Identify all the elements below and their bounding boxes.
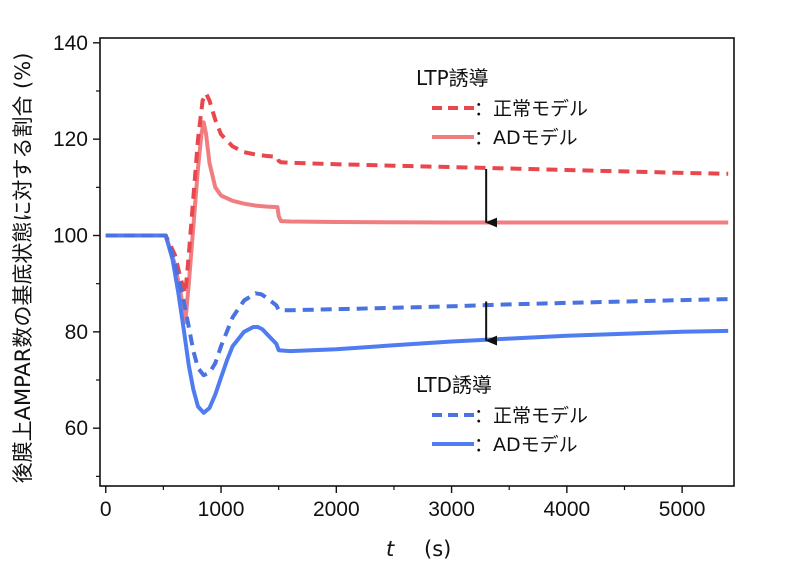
x-axis-ticks: 0 1000 2000 3000 4000 5000 (100, 486, 706, 521)
series-line-3 (105, 233, 729, 415)
legend-ltp-normal-label: ：正常モデル (474, 98, 588, 120)
series-line-0 (105, 91, 729, 296)
legend-ltd-normal-label: ：正常モデル (474, 405, 588, 427)
y-tick-label: 60 (65, 417, 88, 440)
series-line-2 (105, 233, 729, 378)
legend-ltp: LTP誘導 ：正常モデル ：ADモデル (416, 66, 588, 149)
x-tick-label: 1000 (198, 498, 245, 521)
y-tick-label: 140 (53, 32, 88, 55)
legend-ltd: LTD誘導 ：正常モデル ：ADモデル (416, 373, 588, 456)
series-layer (105, 91, 729, 415)
x-axis-label-variable: t (386, 537, 395, 561)
legend-ltp-title: LTP誘導 (416, 66, 489, 90)
series-line-1 (105, 120, 729, 325)
x-axis-label-unit: (s) (424, 537, 451, 561)
legend-ltd-title: LTD誘導 (416, 373, 492, 397)
y-tick-label: 80 (65, 321, 88, 344)
y-axis-ticks: 60 80 100 120 140 (53, 32, 100, 477)
x-tick-label: 3000 (428, 498, 475, 521)
legend-ltp-ad-label: ：ADモデル (474, 127, 578, 149)
legend-ltd-ad-label: ：ADモデル (474, 434, 578, 456)
x-tick-label: 0 (100, 498, 112, 521)
x-tick-label: 2000 (313, 498, 360, 521)
y-tick-label: 100 (53, 225, 88, 248)
plot-frame (99, 37, 735, 487)
x-tick-label: 5000 (659, 498, 706, 521)
x-tick-label: 4000 (543, 498, 590, 521)
y-axis-label: 後膜上AMPAR数の基底状態に対する割合 (%) (11, 53, 35, 484)
y-tick-label: 120 (53, 128, 88, 151)
